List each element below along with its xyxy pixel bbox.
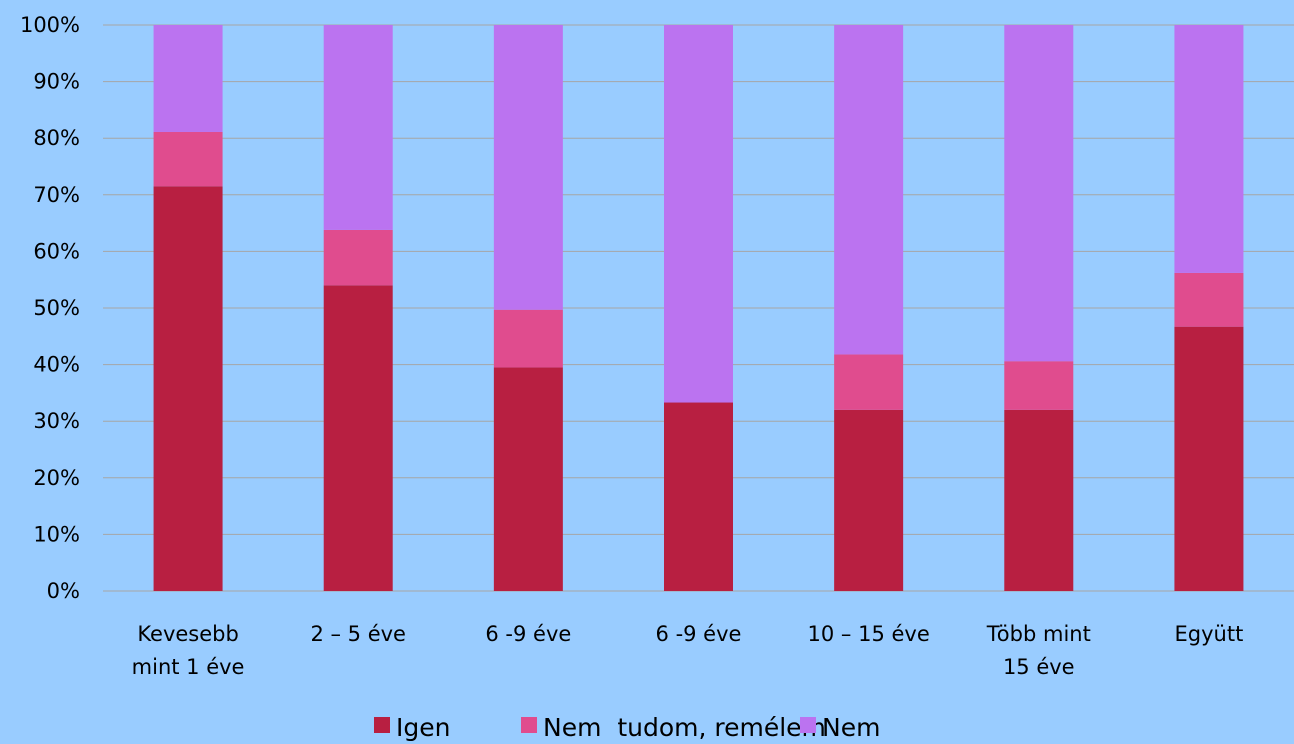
y-axis: 0% 10% 20% 30% 40% 50% 60% 70% 80% 90% 100% bbox=[20, 13, 80, 603]
x-tick-label: 2 – 5 éve bbox=[310, 622, 406, 646]
bar-segment bbox=[153, 25, 223, 132]
bar-segment bbox=[664, 402, 733, 591]
bar-segment bbox=[153, 131, 223, 187]
bar-segment bbox=[323, 229, 393, 286]
bar-segment bbox=[493, 25, 563, 310]
bar-segment bbox=[1004, 361, 1074, 410]
y-tick-label: 0% bbox=[47, 579, 80, 603]
y-tick-label: 90% bbox=[33, 70, 80, 94]
legend-swatch bbox=[800, 717, 816, 733]
x-tick-label: 6 -9 éve bbox=[485, 622, 571, 646]
x-tick-label: Kevesebb bbox=[137, 622, 239, 646]
y-tick-label: 30% bbox=[33, 409, 80, 433]
legend-label: Igen bbox=[396, 713, 450, 742]
x-tick-label: mint 1 éve bbox=[132, 655, 245, 679]
bar-segment bbox=[834, 409, 904, 591]
x-tick-label: 6 -9 éve bbox=[656, 622, 742, 646]
bar-segment bbox=[1174, 272, 1244, 327]
bars bbox=[153, 25, 1244, 591]
bar-segment bbox=[1004, 25, 1074, 362]
bar-segment bbox=[664, 25, 733, 403]
bar-segment bbox=[153, 186, 223, 591]
y-tick-label: 50% bbox=[33, 296, 80, 320]
bar-segment bbox=[493, 367, 563, 591]
bar-segment bbox=[1174, 25, 1244, 273]
y-tick-label: 80% bbox=[33, 126, 80, 150]
bar-segment bbox=[834, 25, 904, 355]
legend-swatch bbox=[374, 717, 390, 733]
bar-segment bbox=[493, 309, 563, 368]
x-axis: Kevesebb mint 1 éve 2 – 5 éve 6 -9 éve 6 -9 … bbox=[132, 622, 1244, 679]
x-tick-label: 15 éve bbox=[1003, 655, 1075, 679]
bar-segment bbox=[1004, 409, 1074, 591]
legend-swatch bbox=[521, 717, 537, 733]
bar-segment bbox=[834, 354, 904, 410]
x-tick-label: 10 – 15 éve bbox=[808, 622, 930, 646]
legend-label: Nem bbox=[822, 713, 880, 742]
bar-segment bbox=[323, 285, 393, 591]
y-tick-label: 70% bbox=[33, 183, 80, 207]
x-tick-label: Együtt bbox=[1175, 622, 1244, 646]
y-tick-label: 10% bbox=[33, 522, 80, 546]
x-tick-label: Több mint bbox=[986, 622, 1091, 646]
y-tick-label: 100% bbox=[20, 13, 80, 37]
bar-segment bbox=[323, 25, 393, 230]
y-tick-label: 40% bbox=[33, 353, 80, 377]
y-tick-label: 60% bbox=[33, 239, 80, 263]
y-tick-label: 20% bbox=[33, 466, 80, 490]
bar-segment bbox=[1174, 326, 1244, 591]
legend-label: Nem tudom, remélem bbox=[543, 713, 826, 742]
